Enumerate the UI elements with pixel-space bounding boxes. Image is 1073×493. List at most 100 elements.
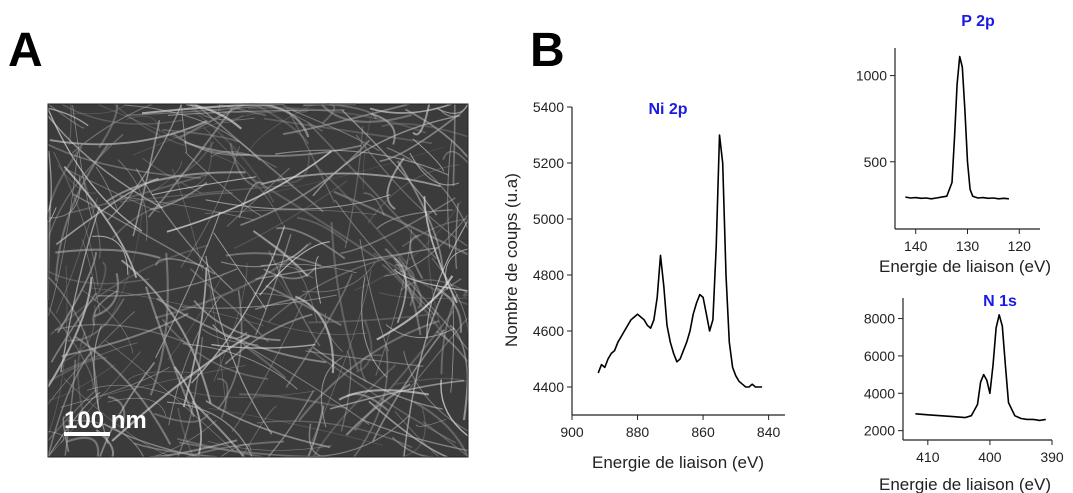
fiber <box>150 161 183 193</box>
fiber <box>439 103 469 117</box>
fiber <box>234 338 370 425</box>
y-tick-label: 500 <box>864 154 888 170</box>
fiber <box>177 437 264 458</box>
fiber <box>244 312 367 335</box>
fiber <box>296 216 348 244</box>
fiber <box>47 356 107 383</box>
fiber <box>361 276 388 378</box>
fiber <box>47 351 141 458</box>
fiber <box>61 312 189 358</box>
fiber <box>184 151 262 217</box>
fiber <box>368 400 448 458</box>
fiber <box>255 246 439 280</box>
fiber <box>57 251 97 334</box>
scale-bar-label: 100 nm <box>64 407 147 434</box>
fiber <box>107 397 167 417</box>
panel-label: B <box>530 24 565 77</box>
fiber <box>363 192 386 217</box>
fiber <box>98 103 119 149</box>
fiber <box>93 325 109 444</box>
fiber <box>409 152 460 186</box>
x-axis-label: Energie de liaison (eV) <box>879 475 1051 493</box>
fiber <box>423 196 458 304</box>
fiber <box>103 423 201 458</box>
fiber <box>435 330 469 363</box>
fiber <box>105 340 235 452</box>
scale-bar <box>64 432 110 436</box>
fiber <box>63 378 172 458</box>
fiber <box>71 103 126 115</box>
fiber <box>274 149 450 176</box>
fiber <box>180 103 188 153</box>
fiber <box>47 363 116 401</box>
fiber <box>126 371 199 382</box>
fiber <box>205 400 331 449</box>
fiber <box>340 350 352 432</box>
fiber <box>62 416 70 453</box>
y-tick-label: 4000 <box>864 385 895 401</box>
fiber <box>280 265 314 279</box>
fiber <box>454 202 459 270</box>
fiber <box>359 239 389 352</box>
fiber <box>259 241 330 296</box>
fiber <box>393 268 469 292</box>
fiber <box>334 199 436 317</box>
chart-title: Ni 2p <box>648 101 687 118</box>
fiber <box>111 335 251 442</box>
fiber <box>95 166 119 211</box>
x-axis-label: Energie de liaison (eV) <box>592 453 764 472</box>
fiber <box>369 103 452 114</box>
fiber <box>452 103 456 187</box>
fiber <box>47 276 99 409</box>
fiber <box>291 109 380 152</box>
fiber <box>166 150 332 233</box>
fiber <box>57 164 96 194</box>
fiber <box>305 414 411 458</box>
fiber <box>92 290 118 326</box>
fiber <box>72 105 93 220</box>
fiber <box>355 134 469 247</box>
fiber <box>282 103 410 136</box>
fiber <box>409 234 424 280</box>
fiber <box>171 132 250 156</box>
y-tick-label: 4400 <box>533 379 564 395</box>
fiber <box>153 420 217 458</box>
sem-frame <box>47 103 469 458</box>
x-tick-label: 390 <box>1040 449 1064 465</box>
fiber <box>120 259 212 404</box>
x-tick-label: 900 <box>560 424 584 440</box>
fiber <box>329 379 465 410</box>
fiber <box>224 313 313 365</box>
fiber <box>254 234 292 336</box>
fiber <box>190 225 286 384</box>
fiber <box>254 298 298 310</box>
x-tick-label: 120 <box>1008 238 1032 254</box>
fiber <box>375 229 412 376</box>
fiber <box>413 401 469 458</box>
fiber <box>133 442 219 458</box>
fiber <box>205 194 391 210</box>
fiber <box>213 263 248 382</box>
fiber <box>263 266 317 280</box>
fiber <box>149 252 169 396</box>
fiber <box>412 138 445 172</box>
fiber <box>252 230 309 278</box>
fiber <box>204 209 377 215</box>
fiber <box>182 343 298 390</box>
fiber <box>50 244 209 335</box>
x-tick-label: 400 <box>978 449 1002 465</box>
fiber <box>386 157 405 210</box>
fiber <box>213 232 267 310</box>
fiber <box>384 214 469 277</box>
fiber <box>315 256 322 304</box>
fiber <box>55 177 159 245</box>
fiber <box>256 420 413 448</box>
fiber <box>381 263 450 343</box>
fiber <box>147 107 233 218</box>
fiber <box>126 115 161 133</box>
fiber <box>267 390 315 458</box>
fiber <box>226 167 290 227</box>
fiber <box>407 317 469 392</box>
fiber <box>70 172 211 214</box>
